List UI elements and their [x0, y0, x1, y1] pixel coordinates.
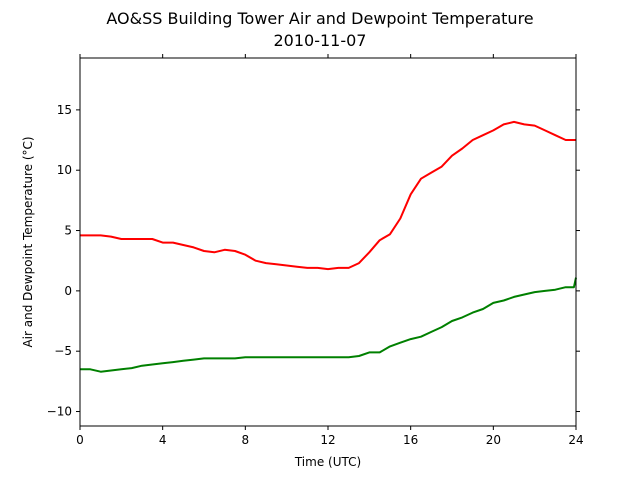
- y-tick-label: 5: [64, 224, 72, 238]
- x-tick-label: 16: [403, 433, 418, 447]
- y-tick-label: 15: [57, 103, 72, 117]
- y-tick-label: 0: [64, 284, 72, 298]
- x-tick-label: 12: [320, 433, 335, 447]
- x-tick-label: 4: [159, 433, 167, 447]
- x-tick-label: 8: [242, 433, 250, 447]
- x-tick-label: 0: [76, 433, 84, 447]
- y-tick-label: −5: [54, 344, 72, 358]
- y-axis-label: Air and Dewpoint Temperature (°C): [21, 136, 35, 347]
- chart-subtitle: 2010-11-07: [274, 31, 367, 50]
- series-line-2: [80, 277, 577, 373]
- axis-ticks: 0 4 8 12 16 20 24 −10 −5 0 5 10 15: [47, 54, 584, 447]
- x-axis-label: Time (UTC): [294, 455, 361, 469]
- y-tick-label: −10: [47, 405, 72, 419]
- plot-frame: [79, 57, 577, 427]
- y-tick-label: 10: [57, 163, 72, 177]
- x-tick-label: 24: [568, 433, 583, 447]
- chart-title: AO&SS Building Tower Air and Dewpoint Te…: [106, 9, 533, 28]
- series-line-1: [80, 120, 576, 271]
- plot-lines: [80, 120, 577, 373]
- x-tick-label: 20: [486, 433, 501, 447]
